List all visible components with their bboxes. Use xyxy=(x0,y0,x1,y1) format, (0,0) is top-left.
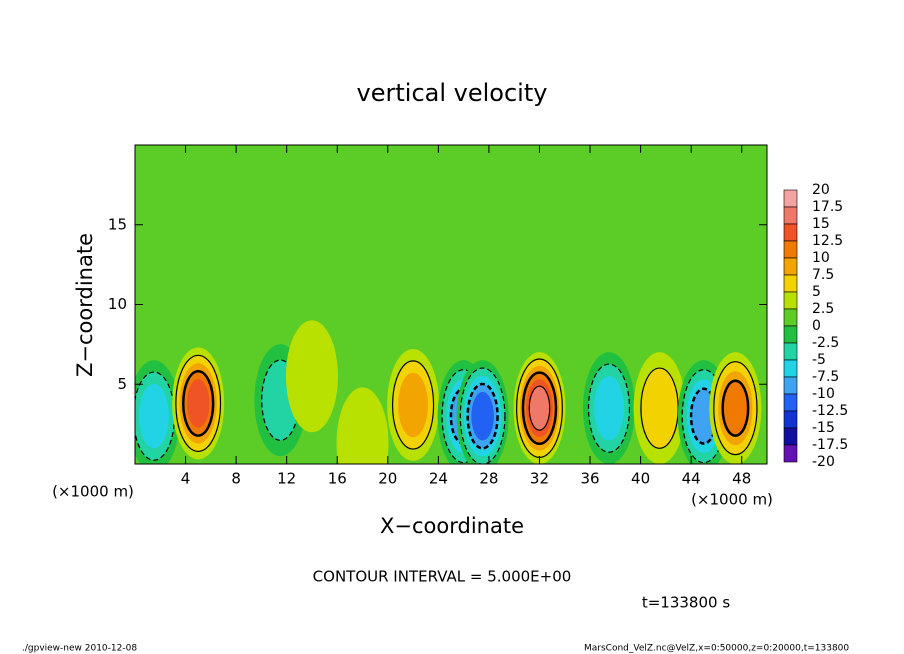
colorbar-label: 0 xyxy=(812,318,821,334)
footer-left: ./gpview-new 2010-12-08 xyxy=(22,644,137,654)
x-tick-label: 24 xyxy=(429,470,448,488)
field-cell xyxy=(528,385,551,431)
field-cell xyxy=(186,379,210,428)
colorbar-label: -20 xyxy=(812,454,835,470)
x-tick-label: 48 xyxy=(732,470,751,488)
colorbar-swatch xyxy=(783,342,798,361)
chart-title: vertical velocity xyxy=(357,79,548,107)
colorbar-swatch xyxy=(783,325,798,344)
contour-note: CONTOUR INTERVAL = 5.000E+00 xyxy=(313,568,572,586)
x-tick-label: 36 xyxy=(580,470,599,488)
colorbar-swatch xyxy=(783,444,798,463)
colorbar-label: -12.5 xyxy=(812,403,848,419)
x-tick-label: 4 xyxy=(181,470,191,488)
field-cell xyxy=(285,320,338,433)
colorbar-swatch xyxy=(783,308,798,327)
colorbar-label: -17.5 xyxy=(812,437,848,453)
x-unit: (×1000 m) xyxy=(52,483,134,501)
y-tick-label: 5 xyxy=(117,375,127,393)
colorbar-label: 5 xyxy=(812,284,821,300)
field-cell xyxy=(336,387,389,464)
colorbar-label: -5 xyxy=(812,352,826,368)
time-label: t=133800 s xyxy=(642,594,730,612)
colorbar-label: 12.5 xyxy=(812,233,843,249)
x-tick-label: 12 xyxy=(277,470,296,488)
field-cell xyxy=(139,383,169,449)
colorbar-label: 2.5 xyxy=(812,301,834,317)
x-tick-label: 40 xyxy=(631,470,650,488)
x-axis-label: X−coordinate xyxy=(380,514,524,538)
colorbar-label: 10 xyxy=(812,250,830,266)
colorbar-swatch xyxy=(783,359,798,378)
field-cell xyxy=(398,372,429,438)
x-tick-label: 8 xyxy=(231,470,241,488)
y-tick-label: 10 xyxy=(108,295,127,313)
colorbar-swatch xyxy=(783,393,798,412)
x-unit: (×1000 m) xyxy=(691,491,773,509)
colorbar-swatch xyxy=(783,240,798,259)
x-tick-label: 16 xyxy=(328,470,347,488)
field-cell xyxy=(471,391,494,441)
colorbar-swatch xyxy=(783,410,798,429)
x-tick-label: 20 xyxy=(378,470,397,488)
colorbar-label: 15 xyxy=(812,216,830,232)
colorbar-swatch xyxy=(783,189,798,208)
colorbar-label: 20 xyxy=(812,182,830,198)
colorbar-swatch xyxy=(783,206,798,225)
field-cell xyxy=(721,379,750,437)
y-tick-label: 15 xyxy=(108,215,127,233)
colorbar-swatch xyxy=(783,427,798,446)
colorbar-swatch xyxy=(783,257,798,276)
colorbar-swatch xyxy=(783,291,798,310)
colorbar-label: -2.5 xyxy=(812,335,839,351)
colorbar-label: 7.5 xyxy=(812,267,834,283)
colorbar-label: 17.5 xyxy=(812,199,843,215)
x-tick-label: 32 xyxy=(530,470,549,488)
colorbar-swatch xyxy=(783,376,798,395)
colorbar-label: -10 xyxy=(812,386,835,402)
footer-right: MarsCond_VelZ.nc@VelZ,x=0:50000,z=0:2000… xyxy=(584,644,849,654)
field-cell xyxy=(640,367,679,449)
colorbar-swatch xyxy=(783,223,798,242)
field-cell xyxy=(594,375,624,441)
colorbar-label: -15 xyxy=(812,420,835,436)
colorbar-swatch xyxy=(783,274,798,293)
field xyxy=(135,145,767,464)
y-axis-label: Z−coordinate xyxy=(73,233,97,377)
x-tick-label: 44 xyxy=(682,470,701,488)
x-tick-label: 28 xyxy=(479,470,498,488)
colorbar-label: -7.5 xyxy=(812,369,839,385)
